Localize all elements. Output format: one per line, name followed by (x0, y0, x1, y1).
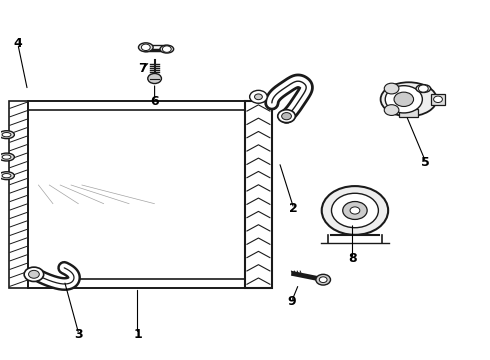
Circle shape (28, 270, 39, 278)
Ellipse shape (416, 85, 431, 93)
Ellipse shape (139, 43, 153, 52)
Circle shape (249, 90, 267, 103)
Circle shape (350, 207, 360, 214)
Circle shape (384, 105, 399, 116)
Circle shape (142, 44, 150, 50)
Ellipse shape (0, 172, 14, 180)
Text: 9: 9 (287, 296, 296, 309)
Text: 4: 4 (13, 37, 22, 50)
Circle shape (343, 202, 367, 220)
Circle shape (331, 193, 378, 228)
Circle shape (316, 274, 331, 285)
Circle shape (282, 113, 292, 120)
Bar (399, 109, 418, 117)
Circle shape (254, 94, 262, 100)
Ellipse shape (2, 174, 11, 178)
Bar (245, 101, 272, 288)
Ellipse shape (0, 131, 14, 139)
Circle shape (394, 92, 414, 107)
Text: 6: 6 (150, 95, 159, 108)
Circle shape (384, 83, 399, 94)
Text: 8: 8 (348, 252, 357, 265)
Circle shape (418, 85, 428, 92)
Bar (9, 101, 27, 288)
Ellipse shape (0, 153, 14, 161)
Bar (27, 101, 245, 288)
Circle shape (162, 46, 171, 52)
Text: 2: 2 (290, 202, 298, 215)
Circle shape (278, 110, 295, 123)
Text: 1: 1 (133, 328, 142, 341)
Circle shape (322, 186, 388, 235)
Ellipse shape (160, 45, 173, 53)
Text: 7: 7 (138, 62, 147, 75)
Text: 3: 3 (74, 328, 83, 341)
Ellipse shape (381, 82, 437, 116)
Text: 5: 5 (421, 156, 430, 168)
Circle shape (385, 86, 422, 113)
Circle shape (148, 73, 161, 84)
Ellipse shape (2, 132, 11, 137)
Circle shape (434, 96, 442, 103)
Ellipse shape (2, 155, 11, 159)
Circle shape (24, 267, 44, 282)
Bar (27, 279, 245, 288)
Bar (27, 101, 245, 110)
Circle shape (319, 277, 327, 283)
Bar (431, 94, 445, 105)
